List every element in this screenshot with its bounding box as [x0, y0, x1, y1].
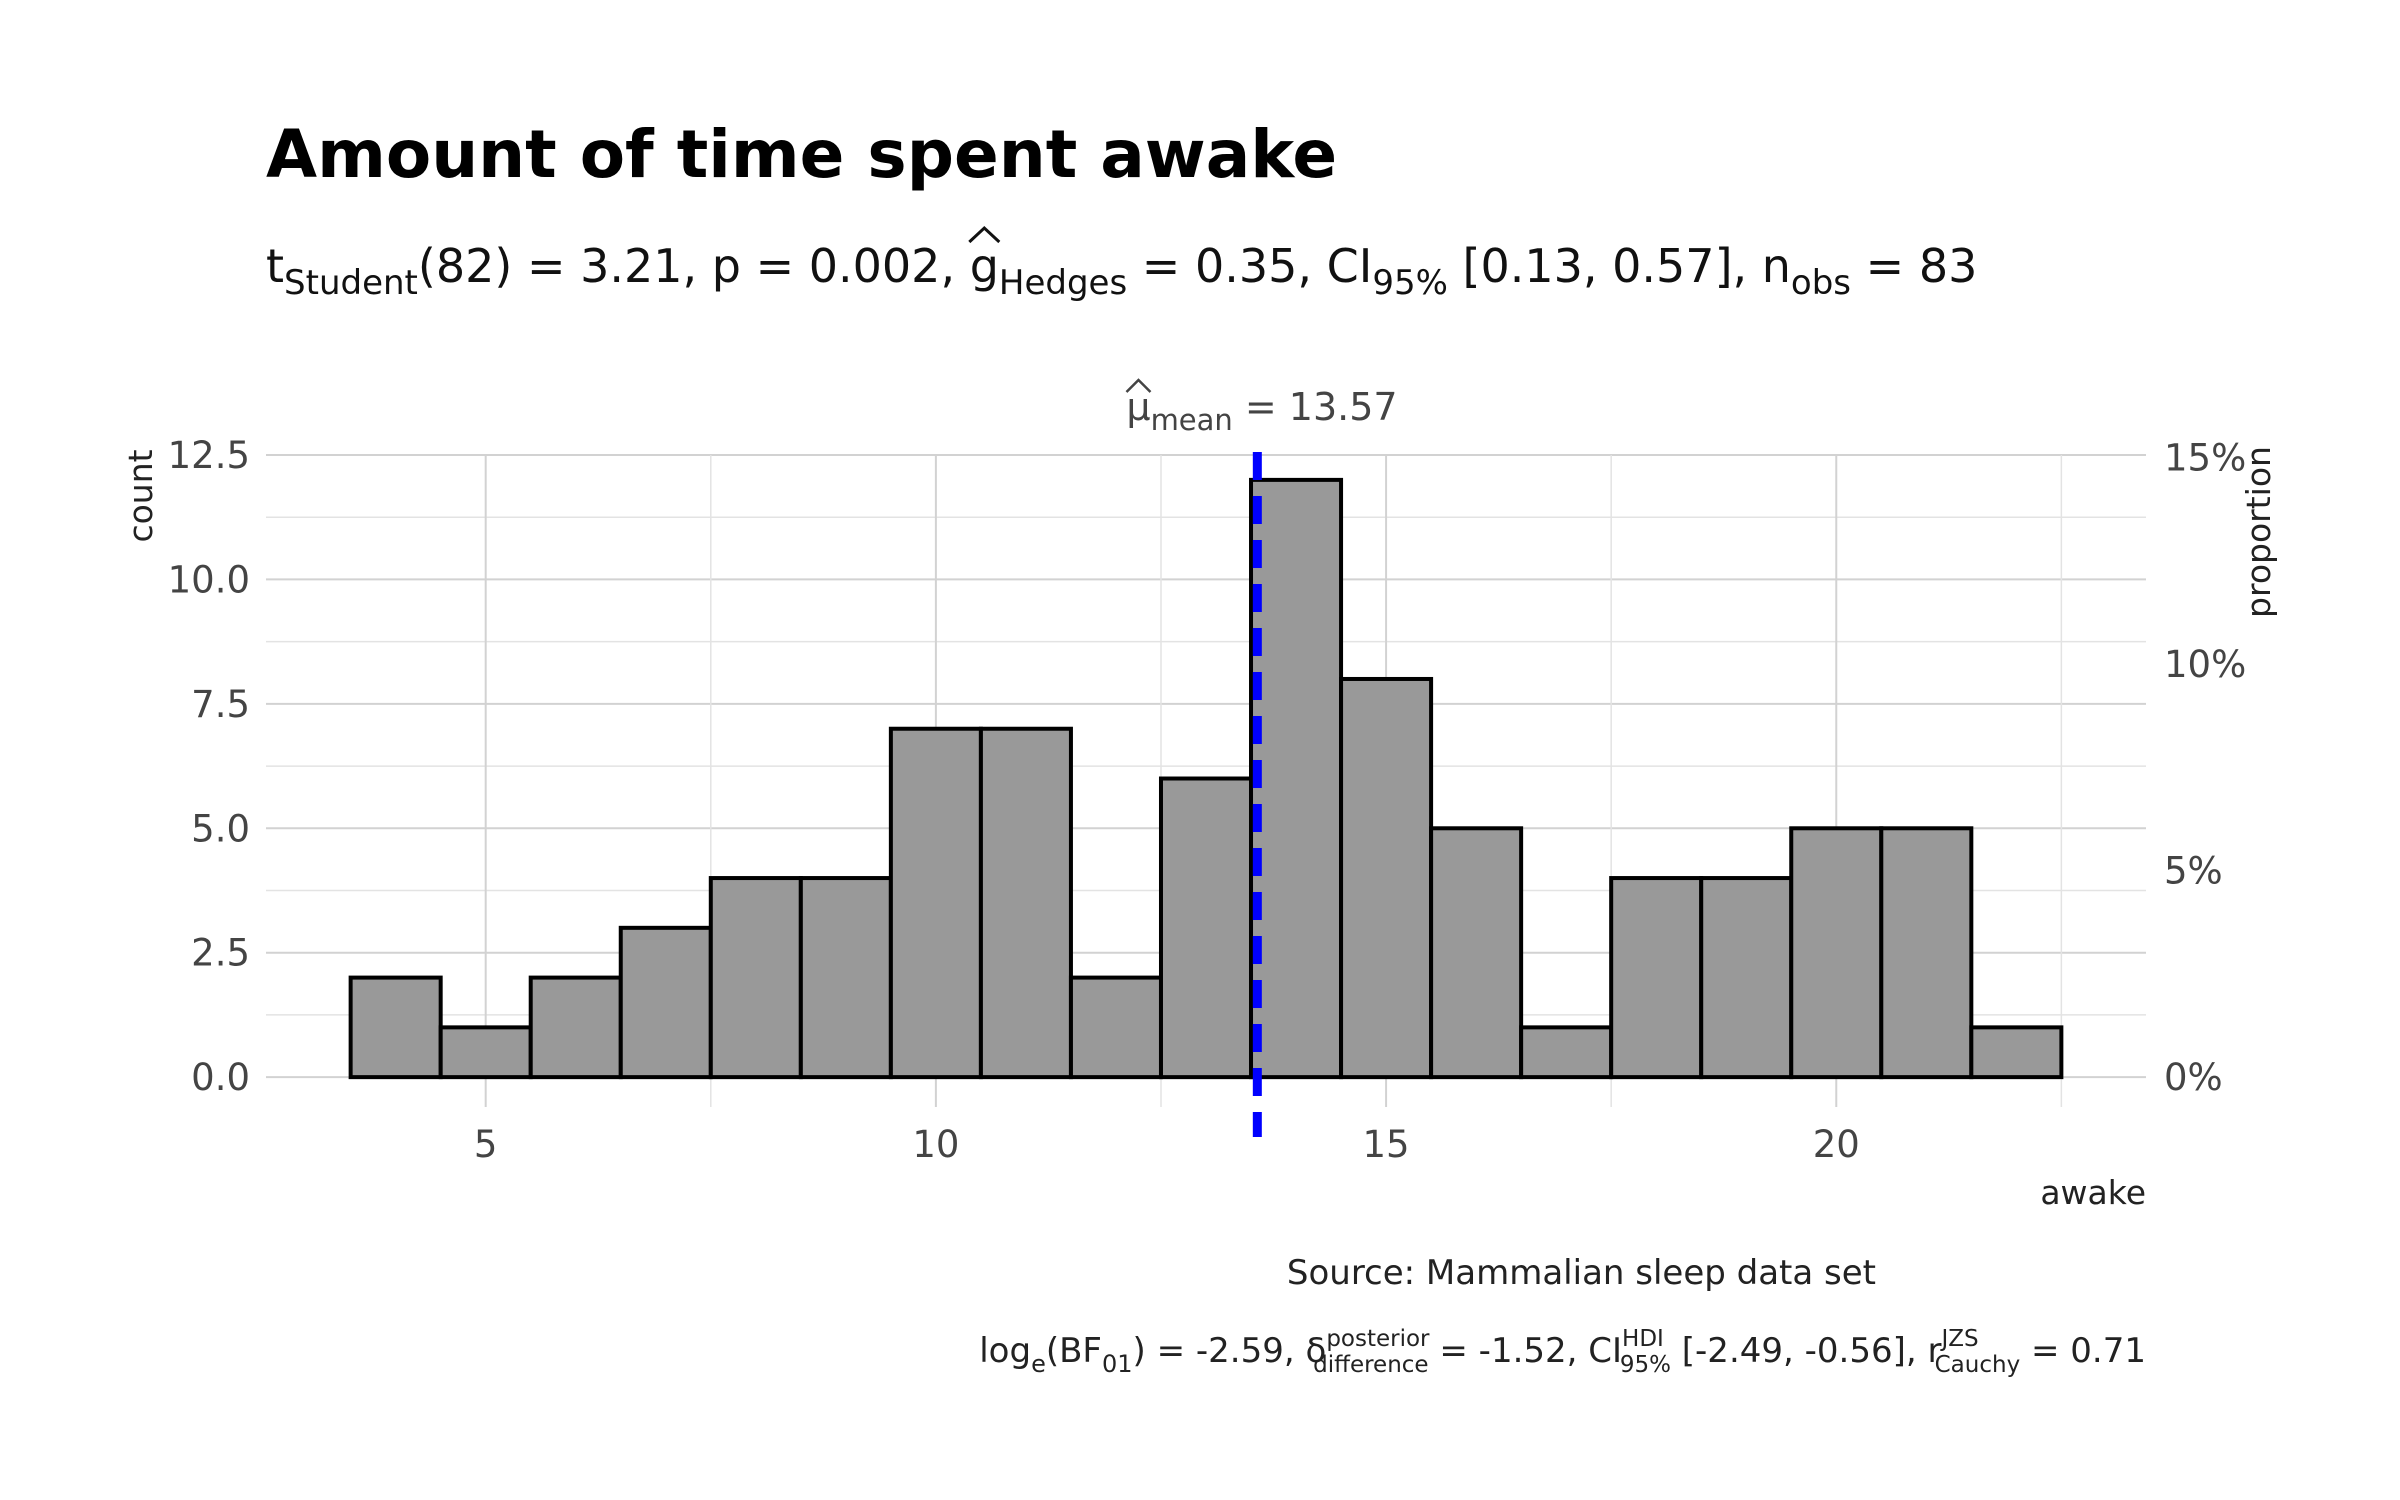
- subtitle-ci-sub: 95%: [1372, 263, 1448, 303]
- y-tick-label: 0.0: [191, 1056, 250, 1099]
- bayes-r-value: = 0.71: [2020, 1331, 2146, 1371]
- y-axis-title: count: [121, 449, 160, 542]
- bayes-bf-value: ) = -2.59,: [1133, 1331, 1306, 1371]
- y2-tick-label: 15%: [2164, 436, 2246, 479]
- histogram-bar: [708, 876, 803, 1080]
- subtitle-g-hat: [968, 225, 1001, 244]
- histogram-bar: [1519, 1025, 1614, 1080]
- subtitle-g-sub: Hedges: [999, 263, 1127, 303]
- bayes-delta: δ: [1306, 1331, 1327, 1371]
- histogram-bar: [1339, 676, 1434, 1080]
- bayes-log: log: [979, 1331, 1031, 1371]
- y-tick-label: 10.0: [168, 558, 250, 601]
- histogram-bar: [1068, 975, 1163, 1080]
- bayes-delta-sup: posterior: [1326, 1326, 1430, 1352]
- caption-bayes: loge(BF01) = -2.59, δposterior difference…: [979, 1326, 2146, 1378]
- y-tick-label: 12.5: [168, 434, 250, 477]
- bayes-ci-sup: HDI: [1622, 1326, 1664, 1352]
- histogram-bar: [1879, 826, 1974, 1080]
- chart-subtitle: tStudent(82) = 3.21, p = 0.002, gHedges …: [266, 239, 1977, 303]
- x-tick-label: 10: [912, 1123, 959, 1166]
- caption-source: Source: Mammalian sleep data set: [1287, 1253, 1876, 1293]
- bars: [348, 477, 2064, 1080]
- histogram-bar: [888, 726, 983, 1080]
- x-tick-label: 20: [1813, 1123, 1860, 1166]
- subtitle-n-sub: obs: [1791, 263, 1851, 303]
- y-axis-ticks: 0.0 2.5 5.0 7.5 10.0 12.5: [168, 434, 250, 1099]
- x-tick-label: 5: [474, 1123, 498, 1166]
- histogram-bar: [1249, 477, 1344, 1080]
- bayes-r-sup: JZS: [1939, 1326, 1978, 1352]
- histogram-bar: [1609, 876, 1704, 1080]
- bayes-delta-value: = -1.52, CI: [1429, 1331, 1622, 1371]
- subtitle-df: (82) = 3.21, p = 0.002,: [418, 239, 970, 293]
- bayes-bf-sub: 01: [1102, 1350, 1133, 1378]
- histogram-bar: [798, 876, 893, 1080]
- y2-tick-label: 10%: [2164, 643, 2246, 686]
- histogram-bar: [438, 1025, 533, 1080]
- mean-label-value: = 13.57: [1233, 385, 1398, 429]
- histogram-bar: [528, 975, 623, 1080]
- subtitle-ci-value: [0.13, 0.57], n: [1448, 239, 1791, 293]
- histogram-bar: [618, 925, 713, 1080]
- bayes-delta-sub: difference: [1313, 1352, 1428, 1378]
- y-tick-label: 5.0: [191, 807, 250, 850]
- x-tick-label: 15: [1363, 1123, 1410, 1166]
- bayes-ci-sub: 95%: [1620, 1352, 1671, 1378]
- x-axis-ticks: 5 10 15 20: [474, 1123, 1860, 1166]
- bayes-bf: (BF: [1046, 1331, 1102, 1371]
- y2-axis-ticks: 0% 5% 10% 15%: [2164, 436, 2246, 1099]
- histogram-bar: [1158, 776, 1254, 1080]
- y2-tick-label: 0%: [2164, 1056, 2223, 1099]
- histogram-bar: [1789, 826, 1884, 1080]
- mean-label-mu: μ: [1126, 385, 1150, 429]
- y-tick-label: 2.5: [191, 932, 250, 975]
- mean-label-sub: mean: [1151, 403, 1233, 437]
- subtitle-n-value: = 83: [1851, 239, 1977, 293]
- y-tick-label: 7.5: [191, 683, 250, 726]
- mean-label: μmean = 13.57: [1126, 385, 1397, 437]
- chart-title: Amount of time spent awake: [266, 116, 1337, 193]
- mean-label-hat: [1125, 378, 1152, 393]
- bayes-ci-value: [-2.49, -0.56], r: [1671, 1331, 1942, 1371]
- y2-tick-label: 5%: [2164, 850, 2223, 893]
- bayes-log-sub: e: [1031, 1350, 1046, 1378]
- x-axis-title: awake: [2040, 1173, 2146, 1212]
- histogram-bar: [1969, 1025, 2064, 1080]
- histogram-bar: [978, 726, 1073, 1080]
- histogram-bar: [1699, 876, 1794, 1080]
- histogram-bar: [1429, 826, 1524, 1080]
- subtitle-g: g: [970, 239, 999, 293]
- bayes-r-sub: Cauchy: [1935, 1352, 2021, 1378]
- subtitle-t: t: [266, 239, 284, 293]
- histogram-bar: [348, 975, 443, 1080]
- subtitle-t-sub: Student: [284, 263, 418, 303]
- y2-axis-title: proportion: [2239, 446, 2278, 618]
- subtitle-g-value: = 0.35, CI: [1127, 239, 1372, 293]
